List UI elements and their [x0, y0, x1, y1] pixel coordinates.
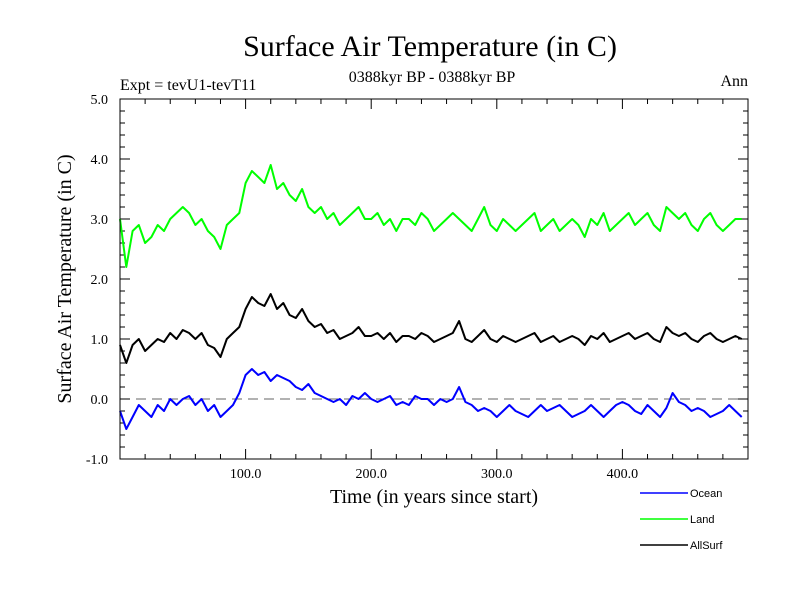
y-tick-label: 0.0 — [91, 393, 109, 408]
chart: Surface Air Temperature (in C) Expt = te… — [0, 0, 800, 600]
x-tick-label: 100.0 — [230, 467, 262, 482]
chart-title: Surface Air Temperature (in C) — [243, 30, 617, 63]
y-tick-label: 3.0 — [91, 213, 109, 228]
y-tick-label: -1.0 — [86, 453, 108, 468]
y-axis-title: Surface Air Temperature (in C) — [54, 154, 76, 403]
x-axis-title: Time (in years since start) — [330, 486, 538, 508]
season-label: Ann — [720, 73, 748, 90]
x-tick-label: 300.0 — [481, 467, 513, 482]
y-tick-label: 4.0 — [91, 153, 109, 168]
series-line-allsurf — [120, 294, 742, 363]
plot-area: 100.0 200.0 300.0 400.0 -1.0 0.0 1.0 2.0 3.0 4.0 5… — [86, 93, 748, 482]
legend-label-ocean: Ocean — [690, 488, 722, 500]
y-tick-label: 1.0 — [91, 333, 109, 348]
x-tick-label: 400.0 — [607, 467, 639, 482]
x-tick-label: 200.0 — [355, 467, 387, 482]
chart-subtitle: 0388kyr BP - 0388kyr BP — [349, 69, 516, 86]
y-tick-label: 2.0 — [91, 273, 109, 288]
y-tick-label: 5.0 — [91, 93, 109, 108]
legend: Ocean Land AllSurf — [640, 488, 723, 552]
experiment-label: Expt = tevU1-tevT11 — [120, 77, 256, 94]
series-line-land — [120, 165, 742, 267]
legend-label-allsurf: AllSurf — [690, 540, 723, 552]
legend-label-land: Land — [690, 514, 714, 526]
